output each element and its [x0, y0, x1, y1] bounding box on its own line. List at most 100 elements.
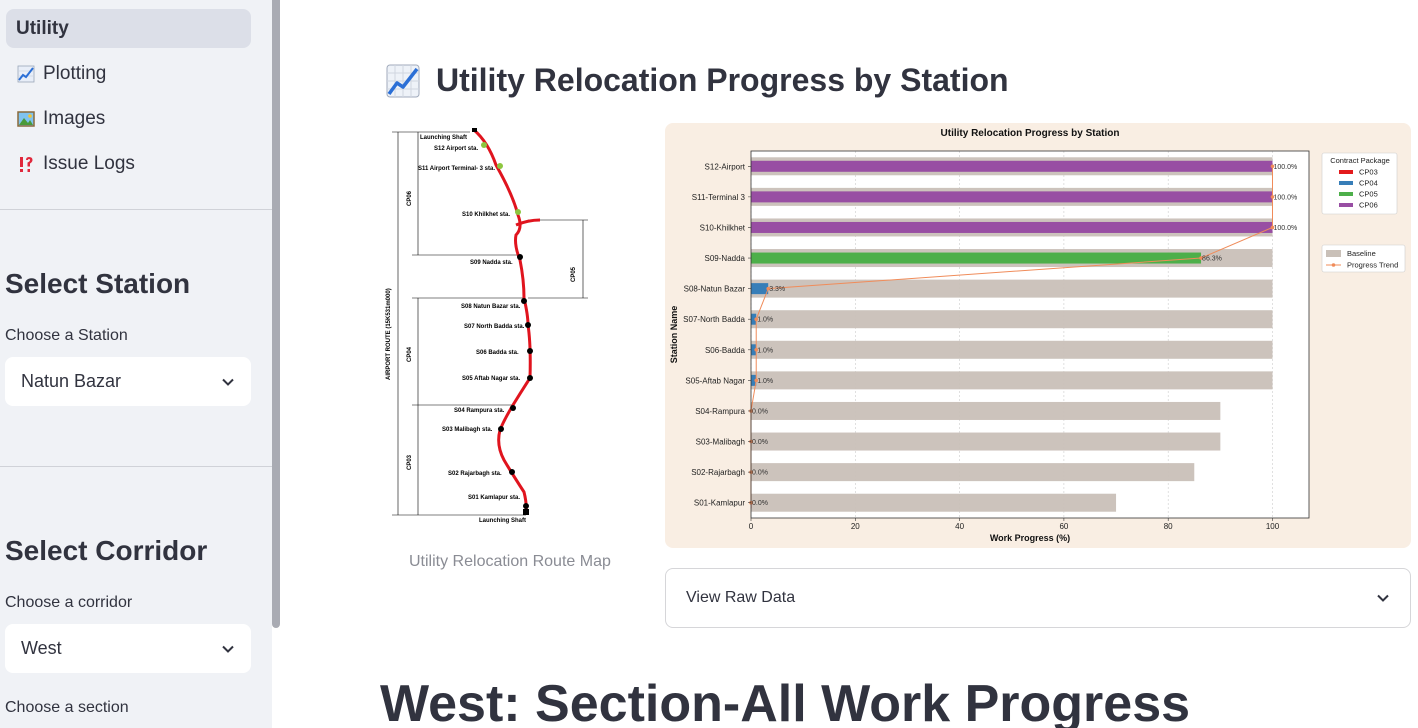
baseline-bar: [751, 279, 1273, 298]
legend-box: [1321, 152, 1398, 215]
legend-swatch: [1326, 250, 1341, 257]
chart-title: Utility Relocation Progress by Station: [941, 128, 1120, 139]
corridor-label: Choose a corridor: [5, 594, 133, 611]
y-tick-label: S05-Aftab Nagar: [685, 376, 745, 385]
progress-chart-svg: 100.0% S12-Airport 100.0% S11-Terminal 3 100…: [669, 128, 1406, 543]
legend-swatch: [1339, 192, 1353, 196]
station-select[interactable]: Natun Bazar: [5, 357, 251, 406]
y-tick-label: S11-Terminal 3: [692, 193, 746, 202]
baseline-bar: [751, 340, 1273, 359]
map-label: S09 Nadda sta.: [470, 260, 513, 266]
legend-label: Baseline: [1347, 249, 1376, 258]
progress-bar: [751, 374, 757, 386]
progress-data-label: 0.0%: [752, 470, 768, 477]
legend-swatch: [1331, 263, 1336, 267]
map-package-label: CP05: [571, 266, 577, 282]
nav-item-plotting[interactable]: Plotting: [6, 54, 251, 93]
nav-item-utility[interactable]: Utility: [6, 9, 251, 48]
legend-label: CP06: [1359, 201, 1378, 210]
map-label: S07 North Badda sta.: [464, 324, 525, 330]
exclamation-question-icon: [16, 154, 36, 174]
map-label: S03 Malibagh sta.: [442, 427, 493, 433]
section-label: Choose a section: [5, 699, 129, 716]
y-tick-label: S08-Natun Bazar: [684, 285, 746, 294]
section-title: West: Section-All Work Progress: [380, 675, 1191, 728]
chart-increasing-icon: [386, 64, 420, 97]
legend-title: Contract Package: [1330, 156, 1390, 165]
progress-trend-point: [754, 378, 759, 383]
view-raw-data-expander[interactable]: View Raw Data: [665, 568, 1411, 628]
map-axis-label: AIRPORT ROUTE (15K531m000): [386, 288, 392, 380]
nav-item-images[interactable]: Images: [6, 99, 251, 138]
legend-label: Progress Trend: [1347, 261, 1398, 270]
map-label: S10 Khilkhet sta.: [462, 212, 510, 218]
legend-box: [1321, 244, 1406, 273]
y-tick-label: S04-Rampura: [695, 407, 745, 416]
y-tick-label: S07-North Badda: [683, 315, 745, 324]
chevron-down-icon: [222, 645, 234, 653]
map-label: S04 Rampura sta.: [454, 408, 505, 414]
progress-data-label: 0.0%: [752, 408, 768, 415]
sidebar-divider: [0, 209, 272, 210]
nav-label: Plotting: [43, 62, 107, 84]
progress-bar: [751, 221, 1273, 233]
nav-item-issue-logs[interactable]: Issue Logs: [6, 144, 251, 183]
map-package-label: CP06: [407, 190, 413, 206]
sidebar-scrollbar[interactable]: [272, 0, 280, 628]
nav-label: Issue Logs: [43, 152, 135, 174]
y-tick-label: S06-Badda: [705, 346, 746, 355]
plot-frame: [750, 150, 1310, 519]
baseline-bar: [751, 371, 1273, 390]
legend-swatch: [1339, 203, 1353, 207]
progress-data-label: 1.0%: [757, 317, 773, 324]
map-label: S12 Airport sta.: [434, 146, 478, 152]
chevron-down-icon: [1377, 594, 1389, 602]
sidebar-divider: [0, 466, 272, 467]
progress-data-label: 0.0%: [752, 500, 768, 507]
page-title: Utility Relocation Progress by Station: [386, 62, 1009, 99]
map-label: S01 Kamlapur sta.: [468, 495, 520, 501]
progress-trend-point: [1270, 225, 1275, 230]
map-package-label: CP04: [407, 346, 413, 362]
x-tick-label: 0: [749, 522, 754, 531]
corridor-select-value: West: [21, 638, 62, 658]
progress-data-label: 86.3%: [1202, 256, 1222, 263]
map-label: S06 Badda sta.: [476, 350, 519, 356]
y-tick-label: S10-Khilkhet: [700, 223, 746, 232]
progress-chart: 100.0% S12-Airport 100.0% S11-Terminal 3 100…: [665, 123, 1411, 548]
expander-label: View Raw Data: [686, 589, 796, 606]
x-axis-label: Work Progress (%): [990, 533, 1070, 543]
progress-trend-point: [1270, 164, 1275, 169]
chevron-down-icon: [222, 378, 234, 386]
progress-bar: [751, 283, 769, 295]
progress-bar: [751, 344, 757, 356]
station-select-value: Natun Bazar: [21, 371, 122, 391]
progress-trend-point: [1270, 195, 1275, 199]
framed-picture-icon: [16, 109, 36, 129]
y-tick-label: S02-Rajarbagh: [691, 468, 745, 477]
nav-label: Images: [43, 107, 106, 129]
page-title-text: Utility Relocation Progress by Station: [436, 62, 1009, 98]
select-corridor-heading: Select Corridor: [5, 535, 208, 566]
corridor-select[interactable]: West: [5, 624, 251, 673]
map-label: Launching Shaft: [420, 135, 467, 141]
legend-swatch: [1339, 170, 1353, 174]
route-map-caption: Utility Relocation Route Map: [409, 553, 611, 570]
chart-increasing-icon: [16, 64, 36, 84]
map-label: S05 Aftab Nagar sta.: [462, 376, 520, 382]
progress-bar: [751, 313, 757, 325]
baseline-bar: [751, 310, 1273, 329]
x-tick-label: 60: [1059, 522, 1068, 531]
progress-data-label: 1.0%: [757, 347, 773, 354]
progress-bar: [751, 160, 1273, 172]
legend-label: CP03: [1359, 168, 1378, 177]
y-tick-label: S03-Malibagh: [696, 438, 745, 447]
plot-area: [751, 151, 1309, 518]
baseline-bar: [751, 493, 1117, 512]
progress-data-label: 1.0%: [757, 378, 773, 385]
progress-trend-point: [754, 347, 759, 352]
progress-bar: [751, 191, 1273, 203]
legend-label: CP05: [1359, 190, 1378, 199]
x-tick-label: 40: [955, 522, 964, 531]
map-package-label: CP03: [407, 454, 413, 470]
